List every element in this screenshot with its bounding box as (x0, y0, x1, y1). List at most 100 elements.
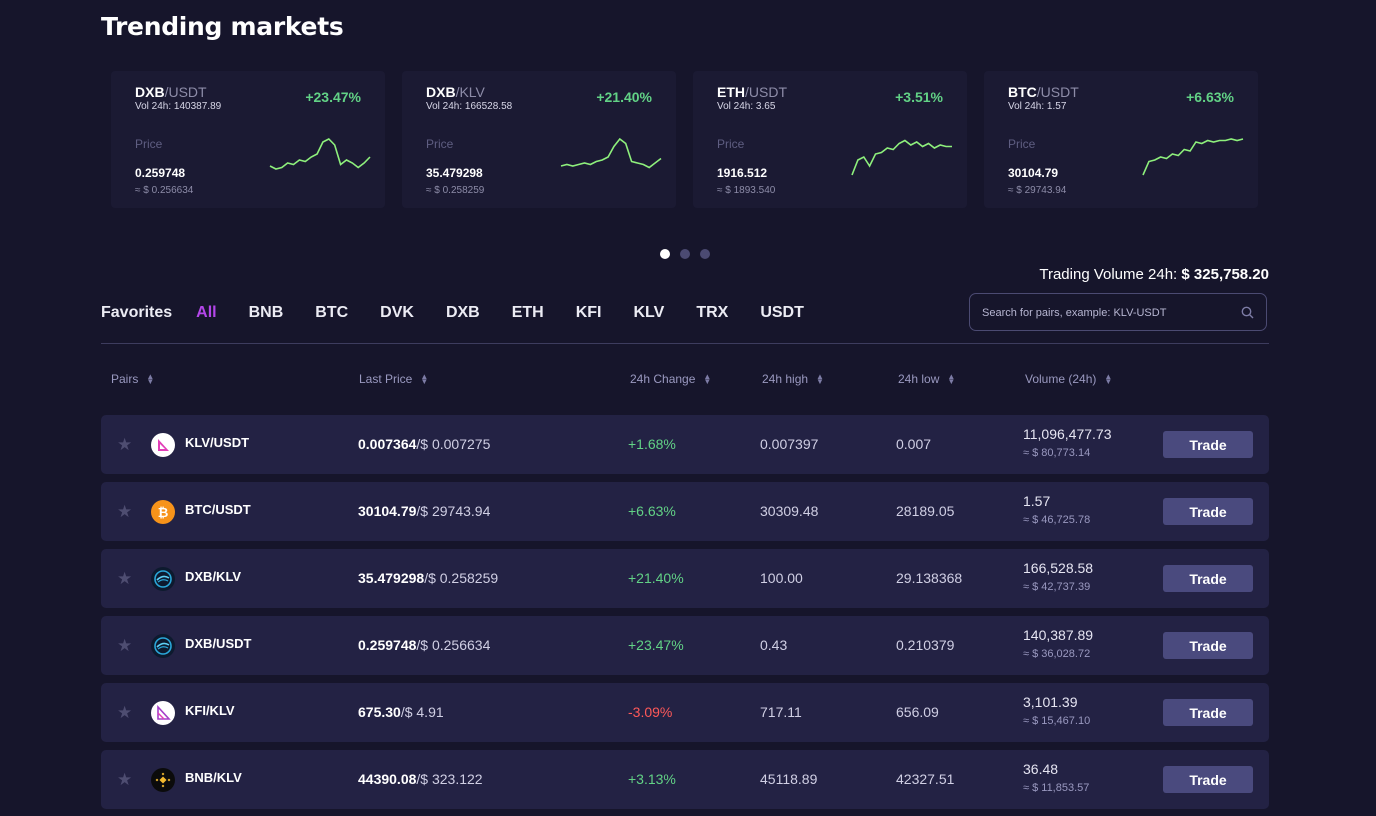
star-icon[interactable]: ★ (117, 569, 133, 588)
table-row[interactable]: ★ KFI/KLV 675.30/$ 4.91 -3.09% 717.11 65… (101, 683, 1269, 742)
column-header-24h-change[interactable]: 24h Change ▲ ▼ (630, 372, 712, 386)
pair-name: DXB/USDT (185, 636, 252, 651)
dxb-icon (151, 634, 175, 658)
star-icon[interactable]: ★ (117, 703, 133, 722)
volume-24h-usd: ≈ $ 80,773.14 (1023, 447, 1091, 459)
search-icon[interactable] (1241, 306, 1254, 319)
high-24h: 30309.48 (760, 503, 819, 519)
low-24h: 0.007 (896, 436, 932, 452)
trading-volume-value: $ 325,758.20 (1181, 266, 1269, 283)
low-24h: 42327.51 (896, 771, 955, 787)
card-volume: Vol 24h: 1.57 (1008, 101, 1067, 112)
card-base: DXB (135, 84, 165, 100)
tab-bnb[interactable]: BNB (248, 304, 284, 321)
sort-icon: ▲ ▼ (816, 372, 824, 386)
carousel-dots (660, 249, 710, 259)
btc-icon: ₿ (151, 500, 175, 524)
column-header-24h-low[interactable]: 24h low ▲ ▼ (898, 372, 956, 386)
card-price: 35.479298 (426, 166, 483, 180)
sort-icon: ▲ ▼ (420, 372, 429, 386)
sparkline (560, 137, 662, 169)
carousel-dot[interactable] (680, 249, 690, 259)
card-change: +21.40% (596, 89, 652, 105)
star-icon[interactable]: ★ (117, 636, 133, 655)
table-row[interactable]: ★ DXB/KLV 35.479298/$ 0.258259 +21.40% 1… (101, 549, 1269, 608)
volume-24h: 166,528.58 (1023, 560, 1094, 576)
last-price: 35.479298/$ 0.258259 (358, 570, 499, 586)
trade-button[interactable]: Trade (1163, 699, 1253, 726)
card-usd: ≈ $ 0.256634 (135, 185, 194, 196)
last-price: 0.007364/$ 0.007275 (358, 436, 491, 452)
column-header-volume[interactable]: Volume (24h) ▲ ▼ (1025, 372, 1113, 386)
trending-card[interactable]: BTC/USDT Vol 24h: 1.57 +6.63% Price 3010… (984, 71, 1258, 208)
column-header-last-price[interactable]: Last Price ▲ ▼ (359, 372, 429, 386)
low-24h: 29.138368 (896, 570, 963, 586)
trending-card[interactable]: ETH/USDT Vol 24h: 3.65 +3.51% Price 1916… (693, 71, 967, 208)
high-24h: 717.11 (760, 704, 802, 720)
search-input[interactable] (980, 294, 1234, 332)
low-24h: 28189.05 (896, 503, 955, 519)
pair-name: DXB/KLV (185, 569, 242, 584)
high-24h: 100.00 (760, 570, 803, 586)
table-row[interactable]: ★ ₿ BTC/USDT 30104.79/$ 29743.94 +6.63% … (101, 482, 1269, 541)
tab-eth[interactable]: ETH (511, 304, 544, 321)
card-base: DXB (426, 84, 456, 100)
trending-card[interactable]: DXB/USDT Vol 24h: 140387.89 +23.47% Pric… (111, 71, 385, 208)
tab-usdt[interactable]: USDT (760, 304, 804, 321)
high-24h: 0.007397 (760, 436, 819, 452)
tab-favorites[interactable]: Favorites (101, 304, 173, 321)
card-usd: ≈ $ 1893.540 (717, 185, 776, 196)
dxb-icon (151, 567, 175, 591)
tab-btc[interactable]: BTC (315, 304, 349, 321)
sort-icon: ▲ ▼ (146, 372, 155, 386)
sparkline (851, 139, 952, 176)
trade-button[interactable]: Trade (1163, 498, 1253, 525)
table-row[interactable]: ★ DXB/USDT 0.259748/$ 0.256634 +23.47% 0… (101, 616, 1269, 675)
pair-name: BTC/USDT (185, 502, 251, 517)
star-icon[interactable]: ★ (117, 770, 133, 789)
pair-name: KLV/USDT (185, 435, 250, 450)
tab-all[interactable]: All (196, 304, 217, 321)
volume-24h: 36.48 (1023, 761, 1059, 777)
tab-dxb[interactable]: DXB (445, 304, 480, 321)
trading-volume: Trading Volume 24h: $ 325,758.20 (1039, 266, 1269, 283)
table-row[interactable]: ★ KLV/USDT 0.007364/$ 0.007275 +1.68% 0.… (101, 415, 1269, 474)
card-price-label: Price (135, 137, 163, 151)
star-icon[interactable]: ★ (117, 502, 133, 521)
volume-24h-usd: ≈ $ 36,028.72 (1023, 648, 1091, 660)
trade-button[interactable]: Trade (1163, 632, 1253, 659)
trade-button[interactable]: Trade (1163, 766, 1253, 793)
volume-24h-usd: ≈ $ 11,853.57 (1023, 782, 1090, 794)
tab-dvk[interactable]: DVK (380, 304, 414, 321)
volume-24h: 1.57 (1023, 493, 1051, 509)
table-row[interactable]: ★ BNB/KLV 44390.08/$ 323.122 +3.13% 4511… (101, 750, 1269, 809)
tab-kfi[interactable]: KFI (575, 304, 602, 321)
trade-button[interactable]: Trade (1163, 431, 1253, 458)
change-24h: +3.13% (628, 771, 676, 787)
carousel-dot[interactable] (660, 249, 670, 259)
klv-icon (151, 433, 175, 457)
trending-card[interactable]: DXB/KLV Vol 24h: 166528.58 +21.40% Price… (402, 71, 676, 208)
last-price: 0.259748/$ 0.256634 (358, 637, 491, 653)
pair-name: KFI/KLV (185, 703, 235, 718)
trade-button[interactable]: Trade (1163, 565, 1253, 592)
star-icon[interactable]: ★ (117, 435, 133, 454)
volume-24h-usd: ≈ $ 42,737.39 (1023, 581, 1091, 593)
card-quote: /USDT (1036, 84, 1079, 100)
change-24h: +21.40% (628, 570, 684, 586)
column-header-pairs[interactable]: Pairs ▲ ▼ (111, 372, 155, 386)
card-price: 30104.79 (1008, 166, 1059, 180)
card-volume: Vol 24h: 166528.58 (426, 101, 513, 112)
sparkline (269, 138, 371, 170)
sort-icon: ▲ ▼ (703, 372, 712, 386)
volume-24h: 3,101.39 (1023, 694, 1078, 710)
tab-trx[interactable]: TRX (696, 304, 729, 321)
tab-klv[interactable]: KLV (633, 304, 665, 321)
card-price-label: Price (717, 137, 745, 151)
column-header-24h-high[interactable]: 24h high ▲ ▼ (762, 372, 824, 386)
carousel-dot[interactable] (700, 249, 710, 259)
high-24h: 45118.89 (760, 771, 818, 787)
sparkline (1142, 138, 1244, 176)
last-price: 44390.08/$ 323.122 (358, 771, 483, 787)
low-24h: 0.210379 (896, 637, 955, 653)
